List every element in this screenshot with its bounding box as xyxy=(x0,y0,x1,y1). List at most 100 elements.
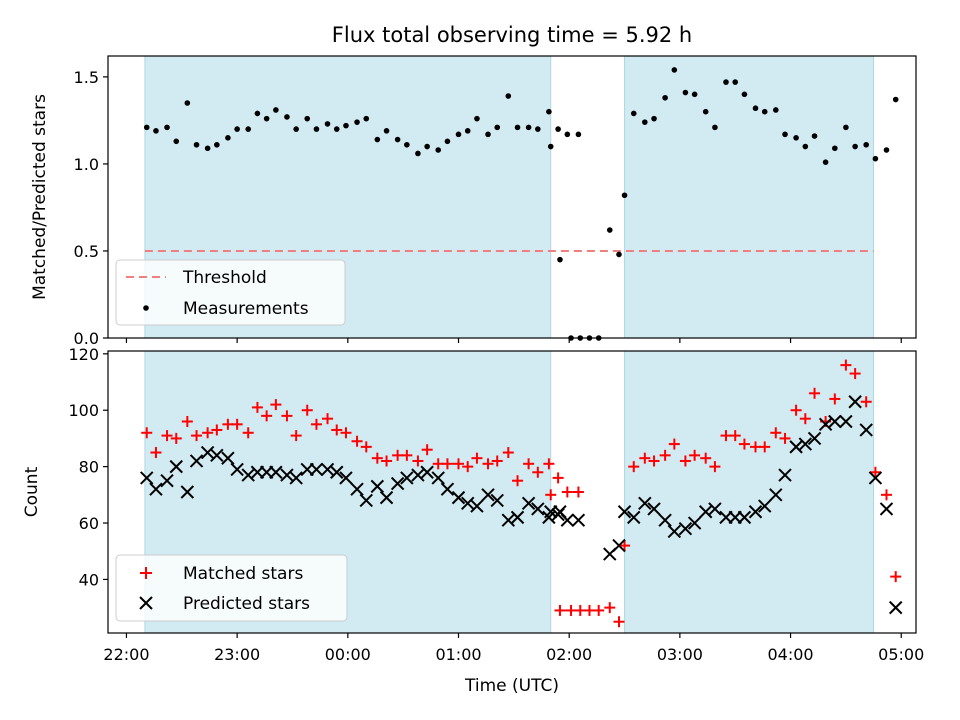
predicted-star-point xyxy=(330,465,344,479)
predicted-star-point xyxy=(411,468,425,482)
measurement-point xyxy=(204,145,211,152)
x-tick-label: 23:00 xyxy=(214,645,260,664)
bottom-panel: 40 60 80 100 120 22:00 23:00 00:00 01:00 02:00 03… xyxy=(22,345,924,696)
measurement-point xyxy=(404,141,410,148)
y-tick-label: 0.0 xyxy=(74,329,99,348)
predicted-star-point xyxy=(230,462,244,477)
predicted-star-point xyxy=(818,417,833,432)
measurement-point xyxy=(712,124,718,131)
matched-star-point xyxy=(392,449,404,461)
x-tick-label: 02:00 xyxy=(546,645,592,664)
matched-star-point xyxy=(552,472,564,484)
measurement-point xyxy=(702,108,709,115)
measurement-point xyxy=(304,115,311,122)
predicted-star-point xyxy=(667,524,682,539)
matched-star-point xyxy=(471,452,483,464)
measurement-point xyxy=(863,141,869,148)
measurement-point xyxy=(485,131,491,138)
predicted-star-point xyxy=(879,502,894,516)
matched-star-point xyxy=(421,444,433,456)
predicted-star-point xyxy=(839,414,853,429)
predicted-star-point xyxy=(807,431,822,446)
predicted-star-point xyxy=(778,468,792,482)
predicted-star-point xyxy=(490,493,504,508)
y-tick-label: 60 xyxy=(79,514,99,533)
measurement-point xyxy=(843,124,849,131)
predicted-star-point xyxy=(339,471,353,485)
measurement-point xyxy=(415,150,421,157)
predicted-star-point xyxy=(221,451,235,465)
predicted-star-point xyxy=(758,499,772,513)
matched-star-point xyxy=(441,458,453,470)
matched-star-point xyxy=(639,452,651,464)
matched-star-point xyxy=(381,455,393,467)
predicted-star-point xyxy=(149,482,163,496)
measurement-point xyxy=(892,96,899,103)
measurement-point xyxy=(343,122,349,129)
measurement-point xyxy=(254,110,261,117)
matched-star-point xyxy=(432,458,444,470)
legend-matched-swatch xyxy=(140,567,152,579)
y-tick-label: 1.0 xyxy=(74,155,99,174)
predicted-star-point xyxy=(510,510,525,525)
matched-star-point xyxy=(150,447,162,459)
top-x-ticks xyxy=(125,338,902,343)
matched-star-point xyxy=(890,571,902,583)
predicted-star-point xyxy=(889,600,903,615)
matched-star-point xyxy=(141,427,153,439)
matched-star-point xyxy=(331,424,343,436)
measurement-point xyxy=(164,124,170,131)
predicted-star-point xyxy=(868,471,883,485)
measurement-point xyxy=(153,128,159,134)
matched-star-point xyxy=(613,616,625,628)
y-tick-label: 1.5 xyxy=(74,68,99,87)
matched-star-point xyxy=(502,447,514,459)
predicted-star-point xyxy=(828,414,842,429)
measurement-point xyxy=(723,79,729,85)
matched-star-point xyxy=(689,449,701,461)
matched-star-point xyxy=(729,430,741,442)
matched-star-point xyxy=(679,455,691,467)
measurement-point xyxy=(394,136,401,143)
matched-star-point xyxy=(860,396,872,408)
bottom-legend: Matched stars Predicted stars xyxy=(115,554,348,622)
matched-star-point xyxy=(574,604,586,616)
legend-predicted-label: Predicted stars xyxy=(183,594,310,614)
predicted-star-point xyxy=(200,445,215,460)
predicted-star-point xyxy=(698,505,713,519)
matched-star-point xyxy=(545,489,557,501)
matched-star-point xyxy=(790,404,802,416)
matched-star-point xyxy=(619,540,631,552)
matched-star-point xyxy=(270,399,282,411)
measurement-point xyxy=(802,143,809,150)
shaded-region xyxy=(624,55,875,339)
measurement-point xyxy=(832,145,838,152)
x-tick-label: 01:00 xyxy=(435,645,481,664)
predicted-star-point xyxy=(798,437,813,451)
measurement-point xyxy=(642,119,648,125)
matched-star-point xyxy=(799,413,811,425)
x-tick-label: 03:00 xyxy=(657,645,703,664)
matched-star-point xyxy=(170,432,182,444)
matched-star-point xyxy=(191,430,203,442)
x-axis-label: Time (UTC) xyxy=(464,676,559,696)
matched-star-point xyxy=(340,427,352,439)
measurement-point xyxy=(606,227,613,233)
x-tick-label: 04:00 xyxy=(768,645,814,664)
matched-star-point xyxy=(231,418,243,430)
measurement-point xyxy=(621,192,628,199)
measurement-point xyxy=(616,251,622,258)
predicted-star-point xyxy=(379,490,394,505)
measurement-point xyxy=(651,115,657,122)
predicted-star-point xyxy=(553,505,567,519)
predicted-star-point xyxy=(180,485,195,499)
measurement-point xyxy=(546,108,552,115)
predicted-star-point xyxy=(370,479,385,494)
matched-star-point xyxy=(738,438,750,450)
y-tick-label: 40 xyxy=(79,570,99,589)
measurement-point xyxy=(547,143,554,150)
predicted-star-point xyxy=(531,502,545,516)
x-tick-label: 22:00 xyxy=(103,645,149,664)
matched-star-point xyxy=(211,424,223,436)
